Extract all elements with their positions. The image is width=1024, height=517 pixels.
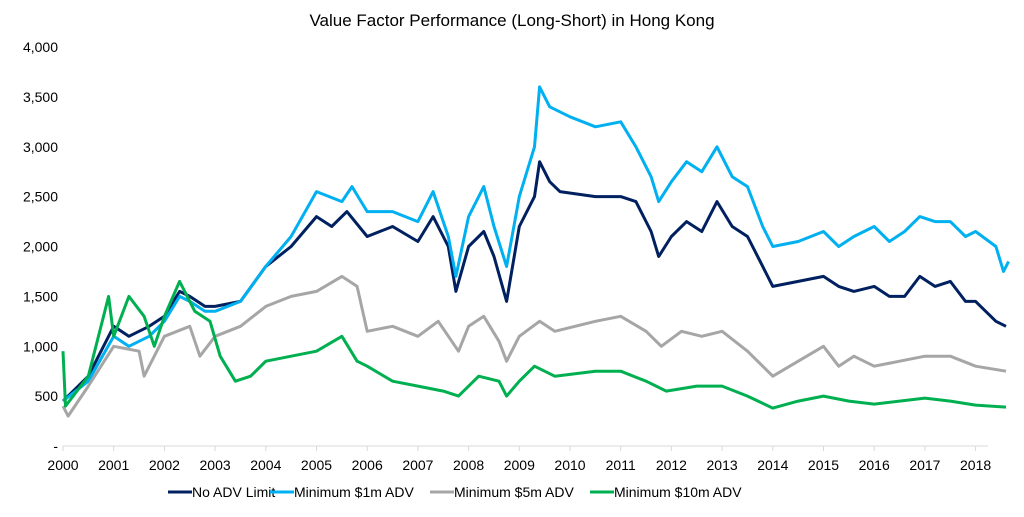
x-tick-label: 2012 (656, 457, 687, 473)
x-tick-label: 2015 (808, 457, 839, 473)
x-tick-label: 2002 (149, 457, 180, 473)
x-tick-label: 2000 (47, 457, 78, 473)
x-tick-label: 2011 (606, 457, 636, 473)
x-tick-label: 2010 (554, 457, 585, 473)
legend-label: No ADV Limit (192, 484, 275, 500)
series-line-3 (61, 279, 1007, 410)
series-line-0 (61, 160, 1007, 403)
y-tick-label: 2,000 (23, 239, 58, 255)
x-tick-label: 2001 (98, 457, 129, 473)
x-tick-label: 2013 (707, 457, 738, 473)
y-tick-label: 1,500 (23, 288, 58, 304)
legend-label: Minimum $5m ADV (454, 484, 574, 500)
x-tick-label: 2003 (200, 457, 231, 473)
y-tick-label: 1,000 (23, 338, 58, 354)
x-tick-label: 2008 (453, 457, 484, 473)
x-tick-label: 2004 (250, 457, 281, 473)
legend-label: Minimum $10m ADV (614, 484, 742, 500)
x-tick-label: 2009 (504, 457, 535, 473)
y-tick-label: 500 (35, 388, 59, 404)
y-tick-label: 3,500 (23, 89, 58, 105)
x-tick-label: 2017 (909, 457, 940, 473)
legend-label: Minimum $1m ADV (294, 484, 414, 500)
legend: No ADV Limit Minimum $1m ADV Minimum $5m A… (168, 484, 742, 500)
x-tick-label: 2016 (859, 457, 890, 473)
y-tick-label: 4,000 (23, 39, 58, 55)
x-tick-label: 2018 (960, 457, 991, 473)
x-tick-label: 2006 (352, 457, 383, 473)
y-tick-label: - (53, 438, 58, 454)
x-tick-label: 2014 (757, 457, 788, 473)
y-tick-label: 2,500 (23, 189, 58, 205)
x-tick-label: 2005 (301, 457, 332, 473)
x-tick-label: 2007 (402, 457, 433, 473)
chart-title: Value Factor Performance (Long-Short) in… (309, 11, 714, 30)
y-tick-label: 3,000 (23, 139, 58, 155)
series-line-1 (62, 85, 1010, 403)
series-line-2 (61, 274, 1007, 418)
